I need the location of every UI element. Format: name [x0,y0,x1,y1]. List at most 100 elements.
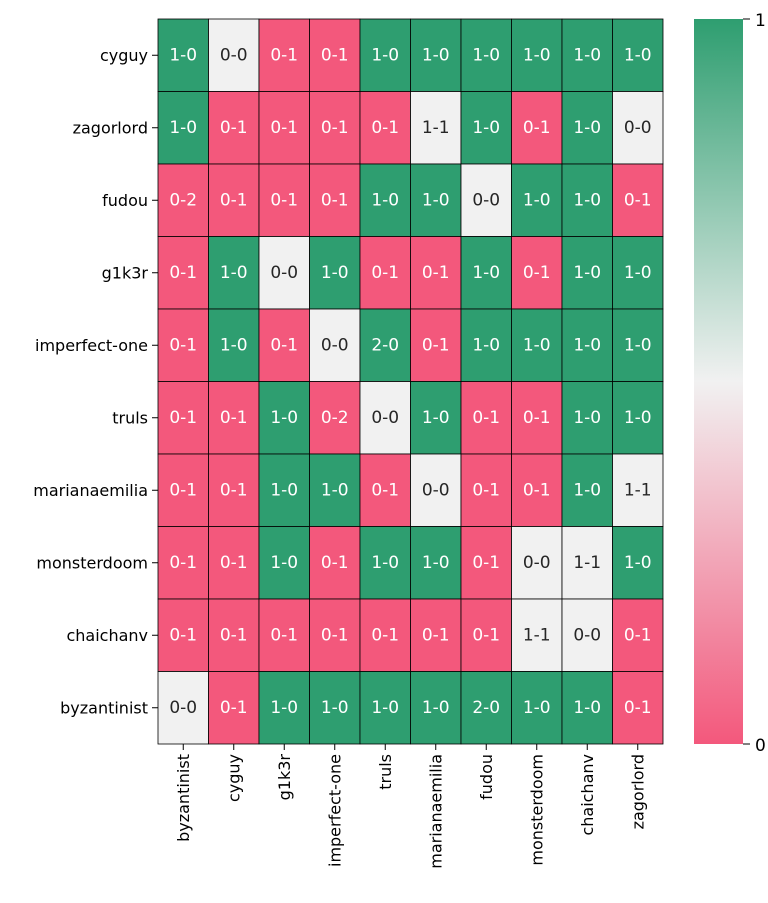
heatmap-cell-label: 0-1 [472,480,500,500]
colorbar-tick-min: 0 [755,736,766,756]
heatmap-cell-label: 1-0 [371,45,399,65]
heatmap-cell [511,308,563,382]
heatmap-cell [410,236,462,310]
heatmap-cell-label: 1-0 [270,698,298,718]
heatmap-cell-label: 1-0 [573,480,601,500]
heatmap-cell-label: 0-2 [321,408,349,428]
heatmap-cell-label: 0-0 [624,118,652,138]
column-label: fudou [477,754,496,800]
heatmap-cell-label: 1-0 [422,45,450,65]
heatmap-cell-label: 1-0 [169,45,197,65]
heatmap-cell-label: 1-0 [624,408,652,428]
heatmap-cell-label: 1-0 [624,553,652,573]
heatmap-cell-label: 2-0 [472,698,500,718]
heatmap-cell-label: 0-1 [321,118,349,138]
heatmap-cell [157,18,209,92]
heatmap-cell [460,526,512,600]
heatmap-cell [410,18,462,92]
colorbar: 1 0 [694,11,766,756]
heatmap-cell-label: 0-1 [523,480,551,500]
column-label: marianaemilia [426,754,445,869]
heatmap-cell [208,671,260,745]
heatmap-cell [309,381,361,455]
heatmap-cell [309,671,361,745]
heatmap-cell-label: 0-1 [523,118,551,138]
column-label: chaichanv [578,754,597,836]
heatmap-cells: 1-0 0-0 0-1 0-1 1-0 1-0 1-0 1-0 1-0 1-0 1-0 0-1 0-1 0… [157,18,664,745]
heatmap-cell-label: 1-0 [573,698,601,718]
heatmap-cell [208,18,260,92]
heatmap-cell [511,91,563,165]
heatmap-cell-label: 1-0 [371,553,399,573]
column-label: zagorlord [628,754,647,829]
heatmap-cell [410,91,462,165]
heatmap-cell [511,163,563,237]
heatmap-cell [612,18,664,92]
heatmap-cell-label: 0-1 [371,625,399,645]
row-label: fudou [102,191,148,210]
heatmap-cell [561,163,613,237]
heatmap-cell-label: 0-1 [321,625,349,645]
heatmap-cell-label: 1-0 [573,408,601,428]
heatmap-cell [410,453,462,527]
heatmap-cell-label: 1-0 [422,408,450,428]
heatmap-cell-label: 1-1 [573,553,601,573]
column-label: monsterdoom [527,754,546,866]
column-label: truls [376,754,395,790]
heatmap-cell-label: 0-1 [270,118,298,138]
heatmap-cell-label: 1-0 [321,698,349,718]
heatmap-cell [157,671,209,745]
heatmap-cell-label: 1-0 [270,553,298,573]
heatmap-cell [612,91,664,165]
heatmap-cell-label: 2-0 [371,335,399,355]
heatmap-cell-label: 1-0 [220,335,248,355]
heatmap-cell [612,671,664,745]
heatmap-cell-label: 0-1 [523,263,551,283]
heatmap-cell [359,381,411,455]
heatmap-cell-label: 0-1 [371,118,399,138]
heatmap-cell-label: 0-1 [169,263,197,283]
heatmap-cell-label: 0-1 [321,45,349,65]
heatmap-cell-label: 1-0 [573,190,601,210]
heatmap-cell-label: 0-1 [624,190,652,210]
heatmap-cell [410,671,462,745]
heatmap-cell-label: 0-1 [371,480,399,500]
row-label: g1k3r [102,263,149,282]
heatmap-cell-label: 1-0 [270,408,298,428]
heatmap-cell-label: 1-0 [573,45,601,65]
heatmap-cell-label: 0-1 [169,625,197,645]
heatmap-cell [359,308,411,382]
heatmap-cell-label: 0-0 [371,408,399,428]
heatmap-cell [157,381,209,455]
heatmap-cell-label: 0-0 [422,480,450,500]
heatmap-cell [511,18,563,92]
heatmap-cell [157,236,209,310]
row-label: truls [112,408,148,427]
heatmap-cell-label: 1-0 [523,335,551,355]
heatmap-cell [208,598,260,672]
colorbar-tick-max: 1 [755,11,766,31]
heatmap-cell-label: 0-1 [523,408,551,428]
heatmap-cell-label: 1-0 [422,553,450,573]
heatmap-cell-label: 0-1 [472,553,500,573]
heatmap-cell [208,163,260,237]
heatmap-cell [309,598,361,672]
row-label: imperfect-one [35,336,148,355]
heatmap-cell-label: 1-0 [624,263,652,283]
column-labels: byzantinist cyguy g1k3r imperfect-one truls m… [172,744,649,870]
heatmap-cell-label: 0-0 [573,625,601,645]
heatmap-cell [612,308,664,382]
heatmap-cell-label: 0-1 [270,190,298,210]
heatmap-cell [561,381,613,455]
heatmap-cell [359,163,411,237]
heatmap-cell [309,18,361,92]
heatmap-cell-label: 1-0 [321,263,349,283]
heatmap-cell-label: 0-0 [321,335,349,355]
heatmap-cell-label: 1-0 [523,698,551,718]
heatmap-cell [157,163,209,237]
heatmap-cell-label: 0-1 [169,480,197,500]
heatmap-cell [258,163,310,237]
heatmap-cell [561,236,613,310]
heatmap-cell [561,308,613,382]
